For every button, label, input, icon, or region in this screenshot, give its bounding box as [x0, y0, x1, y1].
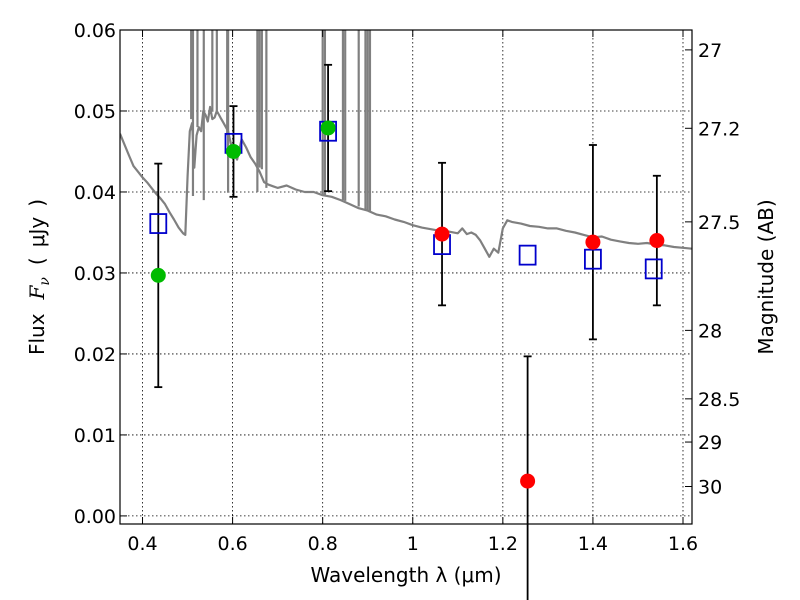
right-tick-label: 27.5 — [698, 212, 740, 234]
y-axis-label: Flux Fν ( μJy) — [25, 199, 53, 355]
photometry-point — [649, 233, 665, 249]
y-tick-label: 0.05 — [74, 101, 116, 123]
x-tick-label: 1 — [407, 533, 419, 555]
y-tick-label: 0.06 — [74, 20, 116, 42]
photometry-point — [320, 120, 336, 136]
y-tick-label: 0.00 — [74, 506, 116, 528]
model-band-square — [644, 258, 663, 280]
right-tick-label: 28.5 — [698, 389, 740, 411]
y-tick-label: 0.02 — [74, 344, 116, 366]
x-tick-label: 0.8 — [308, 533, 338, 555]
model-band-square — [518, 244, 537, 266]
grid-lines — [120, 29, 692, 524]
y-axis-label-unit-close: ) — [25, 199, 49, 207]
model-sed-layer — [120, 30, 692, 258]
photometry-point — [585, 234, 601, 250]
y-axis-label-unit: μJy — [25, 217, 49, 248]
photometry-point — [150, 267, 166, 283]
photometry-point — [225, 143, 241, 159]
x-tick-label: 1.6 — [668, 533, 698, 555]
y-axis-label-prefix: Flux — [25, 313, 49, 355]
right-tick-label: 28 — [698, 320, 722, 342]
y-axis-label-unit-open: ( — [25, 257, 49, 265]
x-tick-label: 1.4 — [578, 533, 608, 555]
model-band-square — [149, 213, 168, 234]
photometry-point — [434, 226, 450, 242]
y-tick-label: 0.03 — [74, 263, 116, 285]
right-tick-label: 27 — [698, 40, 722, 62]
x-tick-label: 1.2 — [488, 533, 518, 555]
right-axis-label: Magnitude (AB) — [754, 199, 778, 354]
x-axis-label: Wavelength λ (μm) — [310, 563, 501, 587]
right-tick-label: 27.2 — [698, 118, 740, 140]
right-tick-label: 30 — [698, 476, 722, 498]
y-axis-label-subscript: ν — [37, 277, 53, 286]
right-tick-label: 29 — [698, 432, 722, 454]
model-band-square — [584, 248, 602, 270]
sed-curve — [120, 105, 692, 258]
photometry-point — [520, 473, 536, 489]
x-tick-label: 0.6 — [217, 533, 247, 555]
y-tick-label: 0.01 — [74, 425, 116, 447]
x-tick-label: 0.4 — [127, 533, 157, 555]
y-axis-label-symbol: F — [25, 284, 49, 300]
plot-frame — [119, 29, 693, 525]
photometry-markers — [150, 120, 665, 489]
axis-ticks: 0.4 0.6 0.8 1 1.2 1.4 1.6 0.00 0.01 0.02 0.03 0.04 0… — [74, 20, 741, 555]
y-tick-label: 0.04 — [74, 182, 116, 204]
